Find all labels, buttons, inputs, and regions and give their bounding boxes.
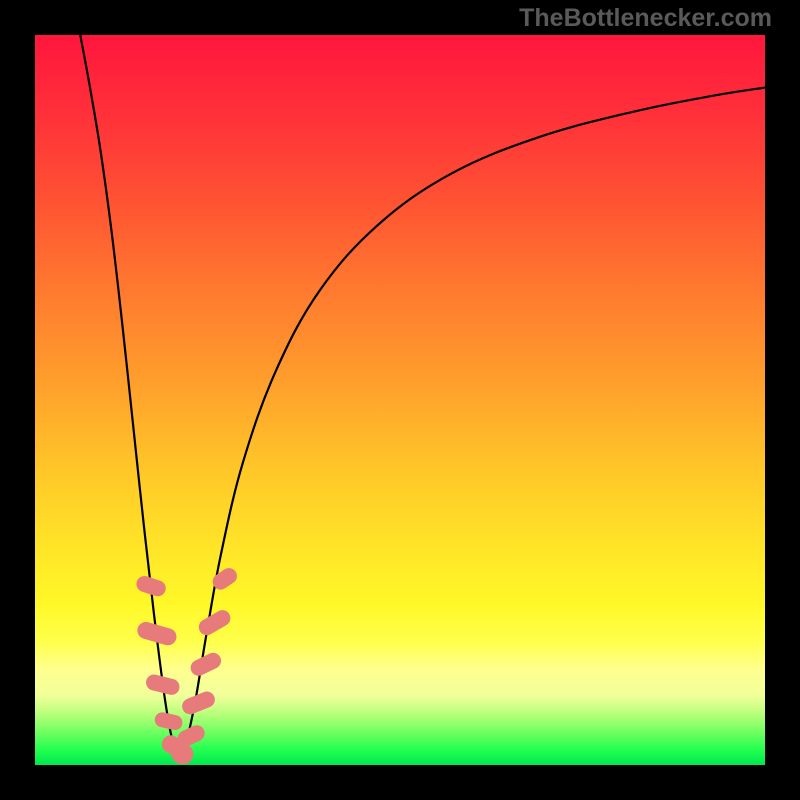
bottleneck-chart	[35, 35, 765, 765]
watermark-text: TheBottlenecker.com	[519, 4, 772, 33]
curve-marker	[171, 744, 193, 764]
gradient-background	[35, 35, 765, 765]
